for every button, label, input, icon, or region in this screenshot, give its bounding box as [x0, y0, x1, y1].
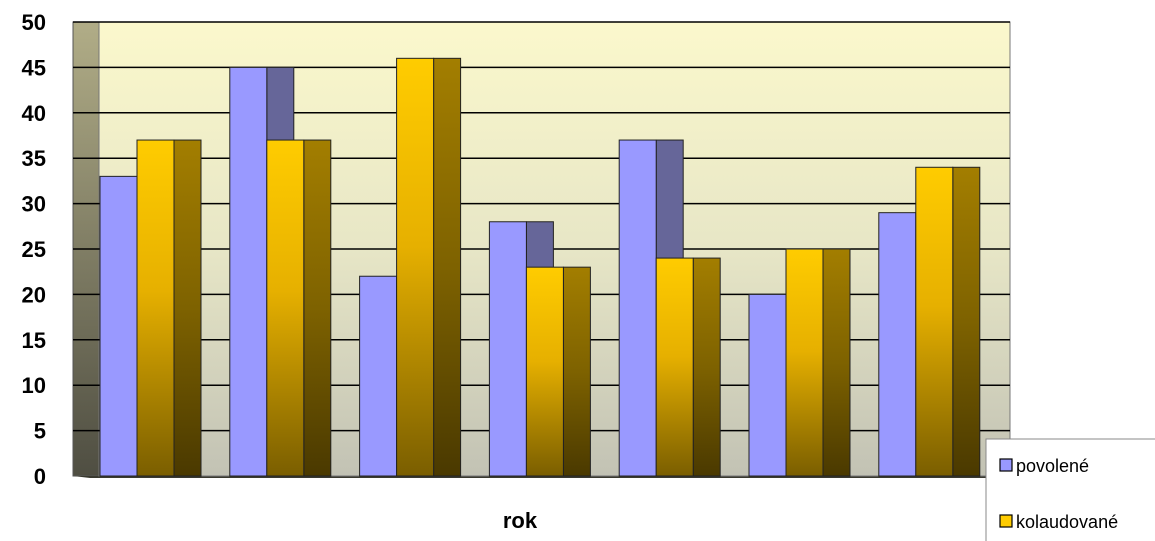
legend: povolené kolaudované: [986, 439, 1155, 541]
bar-kolaudovane: [267, 140, 304, 476]
bar-povolene: [879, 213, 916, 476]
bar-kolaudovane: [656, 258, 693, 476]
bar-povolene: [749, 294, 786, 476]
bar-side-kolaudovane: [563, 267, 590, 476]
bar-side-kolaudovane: [693, 258, 720, 476]
legend-label-kolaudovane: kolaudované: [1016, 512, 1118, 532]
x-axis-label: rok: [503, 508, 538, 533]
bar-side-kolaudovane: [953, 167, 980, 476]
legend-label-povolene: povolené: [1016, 456, 1089, 476]
y-tick-label: 20: [22, 282, 46, 307]
y-tick-label: 15: [22, 328, 46, 353]
bar-kolaudovane: [786, 249, 823, 476]
bar-povolene: [100, 176, 137, 476]
bar-side-kolaudovane: [304, 140, 331, 476]
legend-swatch-kolaudovane: [1000, 515, 1012, 527]
y-tick-label: 30: [22, 192, 46, 217]
bar-side-kolaudovane: [434, 58, 461, 476]
y-tick-label: 5: [34, 419, 46, 444]
bar-povolene: [489, 222, 526, 476]
bar-kolaudovane: [916, 167, 953, 476]
y-tick-label: 45: [22, 55, 46, 80]
bar-side-kolaudovane: [823, 249, 850, 476]
legend-swatch-povolene: [1000, 459, 1012, 471]
y-tick-label: 25: [22, 237, 46, 262]
y-tick-label: 35: [22, 146, 46, 171]
y-tick-label: 50: [22, 10, 46, 35]
y-tick-label: 0: [34, 464, 46, 489]
y-axis-tick-labels: 0 5 10 15 20 25 30 35 40 45 50: [22, 10, 46, 489]
bar-kolaudovane: [137, 140, 174, 476]
bar-povolene: [619, 140, 656, 476]
bar-povolene: [360, 276, 397, 476]
bar-side-kolaudovane: [174, 140, 201, 476]
y-tick-label: 40: [22, 101, 46, 126]
bar-kolaudovane: [526, 267, 563, 476]
y-tick-label: 10: [22, 373, 46, 398]
bar-povolene: [230, 67, 267, 476]
bar-kolaudovane: [397, 58, 434, 476]
